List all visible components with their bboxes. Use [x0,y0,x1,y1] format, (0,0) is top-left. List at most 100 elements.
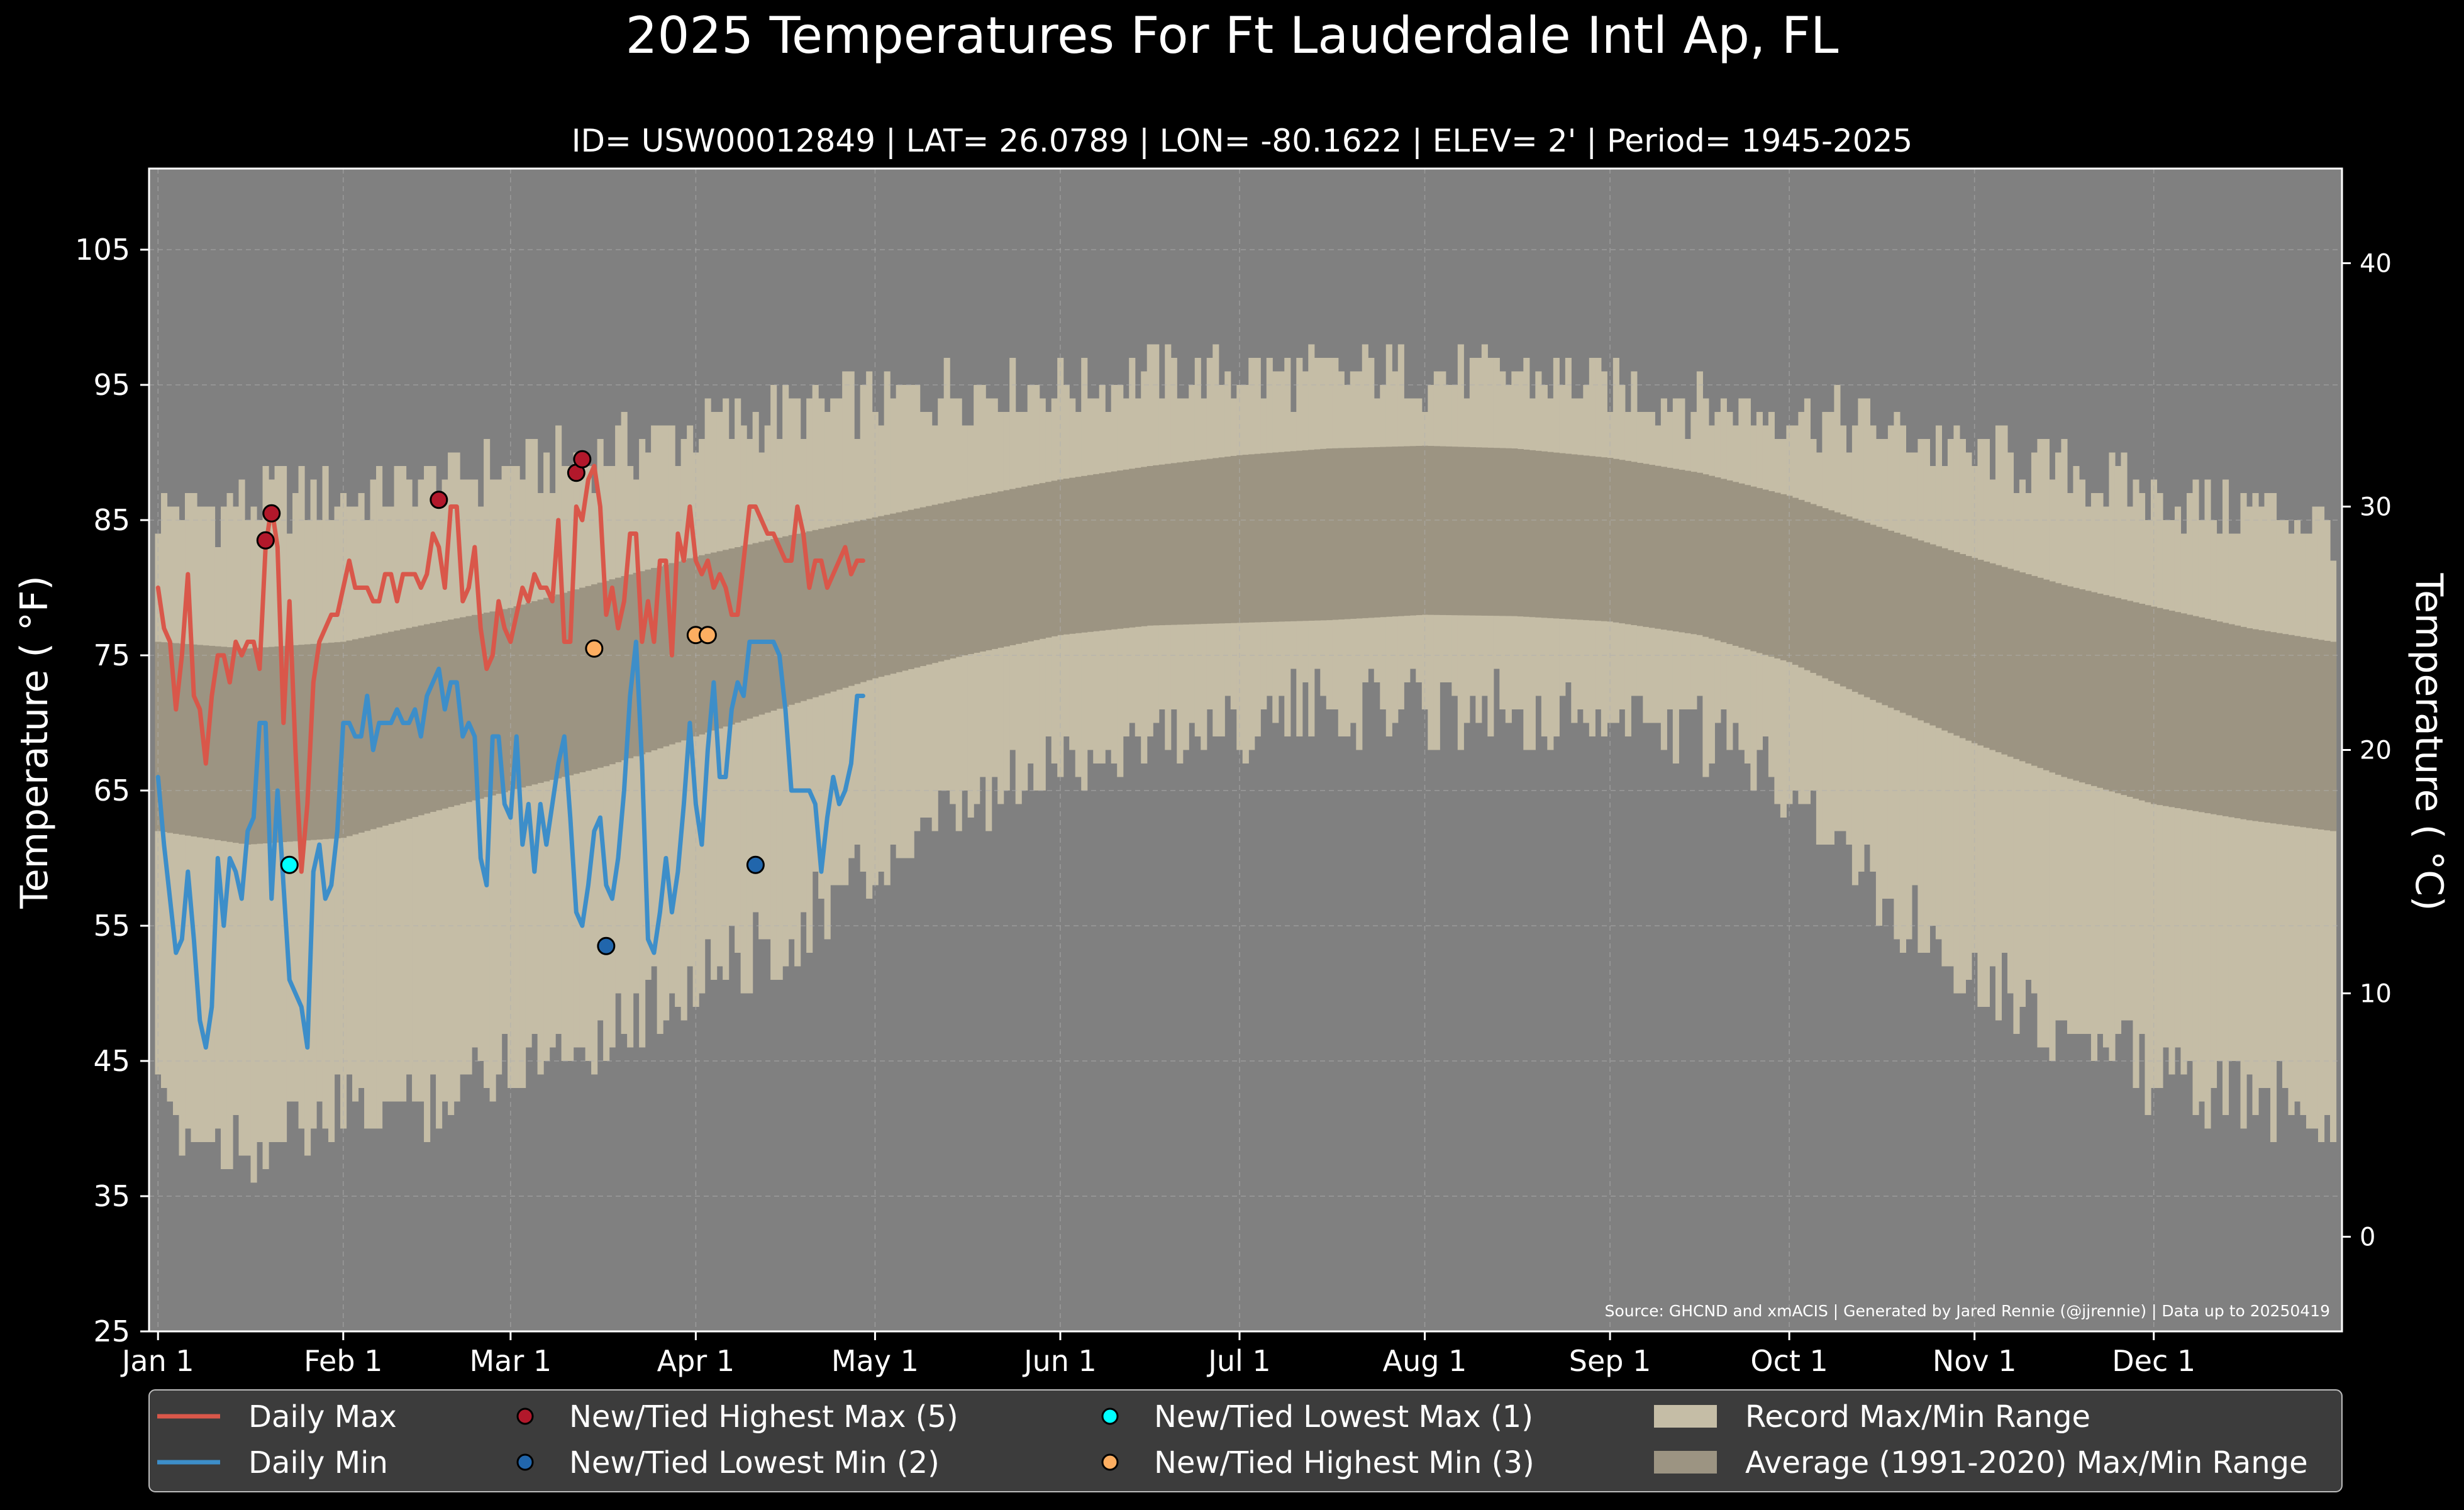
normal-range-bar [1804,502,1811,670]
y-tick-label-right: 30 [2360,493,2392,522]
normal-range-bar [226,647,233,842]
normal-range-bar [531,601,538,785]
normal-range-bar [1792,497,1799,665]
normal-range-bar [1595,457,1602,621]
legend-label: Average (1991-2020) Max/Min Range [1745,1445,2308,1480]
normal-range-bar [1158,464,1165,626]
normal-range-bar [298,645,305,841]
normal-range-bar [1296,450,1303,621]
y-tick-label-left: 95 [93,368,130,402]
normal-range-bar [878,516,885,677]
normal-range-bar [1302,450,1309,621]
y-tick-label-left: 55 [93,909,130,943]
normal-range-bar [854,521,861,684]
normal-range-bar [549,596,556,780]
normal-range-bar [1111,471,1118,630]
normal-range-bar [1392,447,1399,617]
normal-range-bar [1165,464,1172,625]
normal-range-bar [1081,475,1088,633]
axes: 25 35 45 55 65 75 85 95 105 0 10 20 30 40 Jan 1 Feb 1 Ma… [75,233,2392,1378]
normal-range-bar [573,589,580,774]
normal-range-bar [1027,485,1034,641]
normal-range-bar [1218,457,1225,624]
normal-range-bar [1553,452,1560,619]
normal-range-bar [1762,489,1769,655]
normal-range-bar [657,566,663,748]
y-axis-label-left: Temperature ( °F) [13,575,57,909]
normal-range-bar [824,527,831,694]
x-tick-label: Feb 1 [304,1344,382,1378]
highest-min-record-point [698,626,717,645]
normal-range-bar [1362,447,1368,618]
normal-range-bar [1882,528,1889,706]
normal-range-bar [2258,630,2265,822]
normal-range-bar [2180,613,2187,809]
normal-range-bar [209,645,216,840]
normal-range-bar [1810,504,1817,673]
normal-range-bar [723,550,730,727]
normal-range-bar [2240,626,2247,819]
normal-range-bar [788,535,795,705]
normal-range-bar [448,619,455,808]
normal-range-bar [2300,636,2307,828]
normal-range-bar [1780,494,1787,660]
normal-range-bar [441,621,448,809]
normal-range-bar [496,610,502,794]
x-tick-label: Jan 1 [120,1344,194,1378]
normal-range-bar [991,492,998,649]
normal-range-bar [2168,611,2175,808]
normal-range-bar [1929,544,1936,726]
normal-range-bar [2019,572,2026,762]
normal-range-bar [1105,472,1112,630]
normal-range-bar [1344,448,1351,619]
normal-range-bar [950,501,957,658]
record-range-bar [250,506,257,1183]
normal-range-bar [1445,446,1452,616]
normal-range-bar [2282,634,2289,825]
normal-range-bar [1696,472,1703,635]
normal-range-bar [1923,542,1931,723]
normal-range-bar [555,594,562,779]
normal-range-bar [1863,523,1870,697]
normal-range-bar [484,613,491,797]
normal-range-bar [1906,536,1912,716]
normal-range-bar [1714,477,1721,641]
record-range-bar [179,520,186,1156]
normal-range-bar [752,543,759,717]
normal-range-bar [1033,484,1040,640]
lowest-max-record-point [280,855,299,874]
normal-range-bar [2270,632,2277,824]
normal-range-bar [2246,628,2253,821]
normal-range-bar [597,582,604,768]
normal-range-bar [1571,454,1578,620]
normal-range-bar [1965,556,1972,741]
legend-label: New/Tied Highest Min (3) [1154,1445,1534,1480]
normal-range-bar [2090,592,2098,786]
normal-range-bar [1738,483,1745,648]
normal-range-bar [1308,450,1315,621]
normal-range-bar [1087,475,1094,632]
normal-range-bar [1135,467,1141,627]
normal-range-bar [1003,490,1010,647]
normal-range-bar [1230,455,1237,623]
normal-range-bar [2222,623,2229,816]
normal-range-bar [2102,595,2110,790]
normal-range-bar [2138,604,2146,801]
normal-range-bar [1828,510,1834,681]
normal-range-bar [1099,473,1106,631]
normal-range-bar [979,494,986,652]
y-tick-label-right: 40 [2360,250,2392,279]
daily-series-lines [155,464,865,1050]
normal-range-bar [334,642,341,838]
normal-range-bar [286,645,293,842]
legend-label: New/Tied Lowest Max (1) [1154,1399,1533,1435]
normal-range-bar [537,599,544,783]
normal-range-bar [472,614,479,801]
normal-range-bar [2055,583,2062,775]
normal-range-bar [1941,548,1948,731]
daily-min-line [155,640,865,1050]
lowest-min-record-point [746,855,765,874]
record-range-bar [537,493,544,1075]
normal-range-bar [1051,480,1058,636]
normal-range-bar [2156,608,2163,806]
